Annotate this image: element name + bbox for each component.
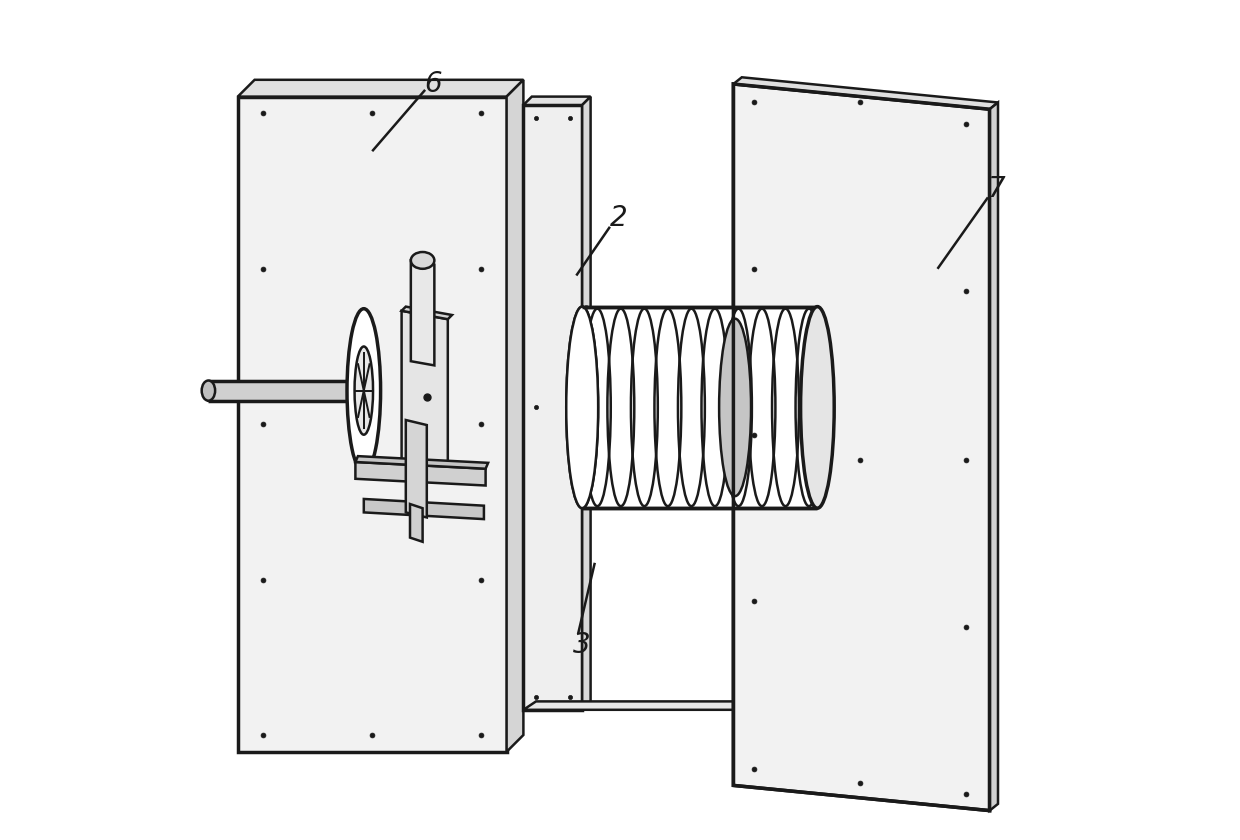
Text: 3: 3	[573, 631, 591, 659]
Ellipse shape	[719, 318, 751, 496]
Ellipse shape	[347, 309, 381, 472]
Text: 7: 7	[987, 175, 1006, 203]
Polygon shape	[363, 499, 484, 519]
Polygon shape	[410, 504, 423, 542]
Text: 6: 6	[425, 70, 443, 98]
Polygon shape	[733, 84, 990, 811]
Polygon shape	[405, 420, 427, 517]
Polygon shape	[733, 77, 998, 109]
Ellipse shape	[202, 381, 215, 401]
Ellipse shape	[355, 346, 373, 435]
Ellipse shape	[567, 307, 598, 508]
Ellipse shape	[567, 307, 598, 508]
Polygon shape	[990, 102, 998, 811]
Polygon shape	[523, 701, 801, 710]
Polygon shape	[356, 462, 486, 486]
Ellipse shape	[801, 307, 835, 508]
Text: 2: 2	[610, 204, 627, 233]
Polygon shape	[402, 307, 453, 319]
Polygon shape	[507, 80, 523, 752]
Polygon shape	[402, 311, 448, 479]
Ellipse shape	[572, 307, 601, 508]
Ellipse shape	[410, 252, 434, 269]
Polygon shape	[356, 456, 489, 469]
Polygon shape	[208, 381, 363, 401]
Polygon shape	[238, 97, 507, 752]
Polygon shape	[238, 80, 523, 97]
Polygon shape	[583, 97, 590, 710]
Polygon shape	[523, 105, 583, 710]
Polygon shape	[410, 260, 434, 365]
Polygon shape	[523, 97, 590, 105]
FancyBboxPatch shape	[583, 307, 817, 508]
